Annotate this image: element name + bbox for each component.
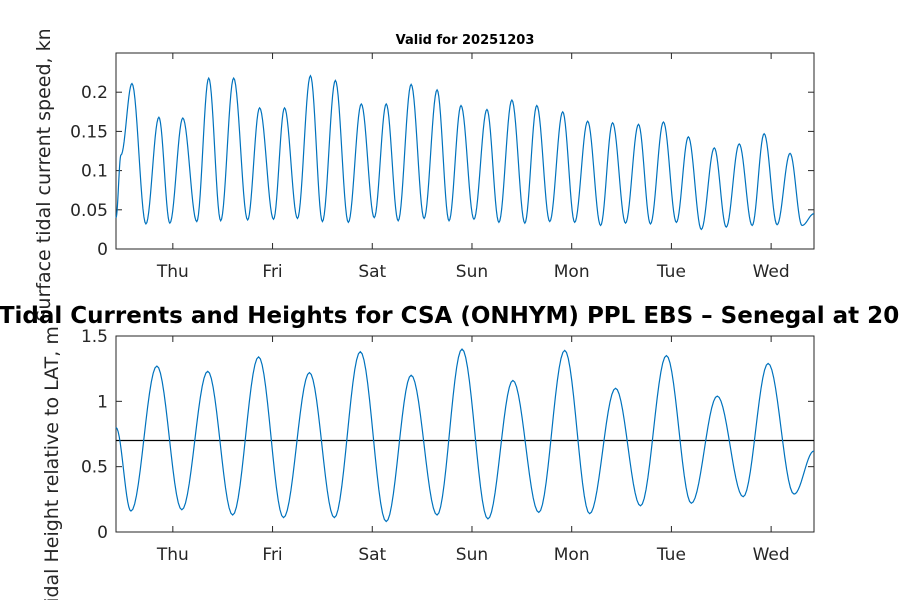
y-tick-label: 0.15 bbox=[70, 122, 108, 142]
x-tick-label: Fri bbox=[262, 545, 282, 565]
tidal-height-y-ticks: 0 0.5 1 1.5 bbox=[81, 327, 814, 543]
x-tick-label: Thu bbox=[156, 545, 189, 565]
x-tick-label: Sun bbox=[456, 545, 488, 565]
current-speed-y-ticks: 0 0.05 0.1 0.15 0.2 bbox=[70, 83, 814, 260]
x-tick-label: Mon bbox=[554, 545, 590, 565]
y-tick-label: 1 bbox=[97, 392, 108, 412]
y-tick-label: 0.05 bbox=[70, 201, 108, 221]
tidal-height-x-ticks: Thu Fri Sat Sun Mon Tue Wed bbox=[156, 336, 790, 565]
current-speed-chart: Valid for 20251203 Surface tidal current… bbox=[33, 28, 815, 322]
current-speed-chart-title: Valid for 20251203 bbox=[396, 33, 535, 48]
tidal-height-plot-area bbox=[115, 335, 815, 533]
x-tick-label: Sat bbox=[358, 545, 386, 565]
current-speed-series-line bbox=[115, 74, 815, 231]
y-tick-label: 1.5 bbox=[81, 327, 108, 347]
figure-title: Tidal Currents and Heights for CSA (ONHY… bbox=[0, 303, 900, 329]
current-speed-y-axis-label: Surface tidal current speed, kn bbox=[33, 28, 55, 321]
x-tick-label: Sat bbox=[358, 262, 386, 282]
x-tick-label: Wed bbox=[753, 545, 790, 565]
x-tick-label: Fri bbox=[262, 262, 282, 282]
tidal-height-series-line bbox=[115, 348, 815, 523]
y-tick-label: 0.2 bbox=[81, 83, 108, 103]
x-tick-label: Tue bbox=[656, 262, 686, 282]
y-tick-label: 0.1 bbox=[81, 162, 108, 182]
x-tick-label: Sun bbox=[456, 262, 488, 282]
tidal-height-y-axis-label: Tidal Height relative to LAT, m bbox=[41, 326, 63, 600]
x-tick-label: Thu bbox=[156, 262, 189, 282]
x-tick-label: Mon bbox=[554, 262, 590, 282]
current-speed-x-ticks: Thu Fri Sat Sun Mon Tue Wed bbox=[156, 53, 790, 282]
x-tick-label: Tue bbox=[656, 545, 686, 565]
x-tick-label: Wed bbox=[753, 262, 790, 282]
tidal-height-chart: 0 0.5 1 1.5 Thu Fri Sat Sun Mon Tue Wed Tidal Hei… bbox=[41, 326, 815, 600]
y-tick-label: 0.5 bbox=[81, 458, 108, 478]
y-tick-label: 0 bbox=[97, 240, 108, 260]
y-tick-label: 0 bbox=[97, 523, 108, 543]
